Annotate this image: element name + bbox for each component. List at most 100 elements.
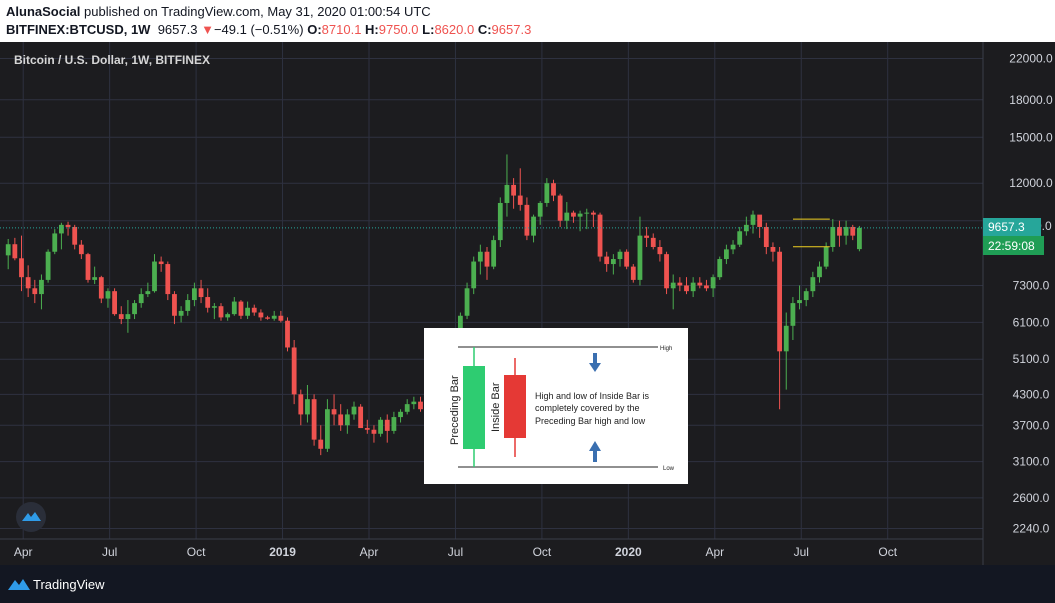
candle xyxy=(837,220,842,247)
candle xyxy=(165,261,171,301)
candle xyxy=(484,247,490,280)
candle-body xyxy=(504,184,510,203)
candle-body xyxy=(650,237,656,248)
candle xyxy=(857,225,862,252)
candle-body xyxy=(557,195,563,221)
explanation-line-2: completely covered by the xyxy=(535,403,640,413)
change-arrow-icon: ▼ xyxy=(201,22,214,37)
candle-body xyxy=(757,214,763,227)
candle-body xyxy=(391,417,397,431)
candle xyxy=(198,279,204,304)
price-axis[interactable]: 22000.0 18000.0 15000.0 12000.0 7300.0 6100.0… xyxy=(1009,52,1053,536)
candle-body xyxy=(477,251,483,262)
chart-area[interactable]: 22000.0 18000.0 15000.0 12000.0 7300.0 6100.0… xyxy=(0,42,1055,565)
candle-body xyxy=(817,266,822,278)
candle xyxy=(52,229,58,255)
candle xyxy=(571,210,576,223)
candle xyxy=(132,300,137,320)
candle xyxy=(471,256,477,295)
candle-body xyxy=(398,411,403,418)
candle-body xyxy=(531,216,536,236)
candle-body xyxy=(471,261,477,289)
x-tick-label: Jul xyxy=(102,545,117,559)
candle-body xyxy=(458,315,463,337)
candle-body xyxy=(717,259,723,278)
candle-body xyxy=(411,401,417,405)
arrow-up-icon xyxy=(589,441,601,462)
candle xyxy=(404,399,410,415)
candle xyxy=(664,251,669,295)
candle-body xyxy=(637,235,643,280)
candle-body xyxy=(604,256,610,265)
candle-body xyxy=(291,347,297,395)
candle xyxy=(378,417,383,437)
publisher-name[interactable]: AlunaSocial xyxy=(6,4,81,19)
close-value: 9657.3 xyxy=(491,22,532,37)
candle xyxy=(305,384,310,423)
candle xyxy=(591,210,596,227)
candle xyxy=(577,210,583,232)
y-tick-label: 15000.0 xyxy=(1009,130,1053,144)
chart-background xyxy=(0,42,1055,565)
y-tick-label: 6100.0 xyxy=(1013,315,1050,329)
time-axis[interactable]: Apr Jul Oct 2019 Apr Jul Oct 2020 Apr Jul Oct xyxy=(14,545,898,559)
candle-body xyxy=(78,244,84,255)
inside-bar-body xyxy=(504,375,526,438)
candle-body xyxy=(25,277,31,289)
candle xyxy=(531,214,536,243)
tradingview-brand[interactable]: TradingView xyxy=(33,577,105,592)
last-price: 9657.3 xyxy=(157,22,198,37)
candle-body xyxy=(803,291,809,301)
candle-body xyxy=(777,251,782,352)
candle xyxy=(39,274,44,310)
candle xyxy=(5,238,11,270)
candle-body xyxy=(364,428,370,430)
timer-badge xyxy=(983,236,1044,255)
candle-body xyxy=(112,291,117,315)
candle-body xyxy=(783,325,789,352)
preceding-bar-label: Preceding Bar xyxy=(449,375,461,445)
y-tick-label: 4300.0 xyxy=(1013,387,1050,401)
y-tick-label: 18000.0 xyxy=(1009,93,1053,107)
candle xyxy=(391,411,397,434)
candle xyxy=(657,240,663,262)
candle xyxy=(783,312,789,390)
candle-body xyxy=(710,277,716,289)
candle-body xyxy=(770,247,776,252)
candle-body xyxy=(318,439,324,449)
tradingview-logo-icon[interactable] xyxy=(8,577,30,591)
candle-body xyxy=(684,285,689,292)
candle-body xyxy=(657,247,663,255)
candle-body xyxy=(564,212,570,221)
preceding-bar-body xyxy=(463,366,485,449)
candle-body xyxy=(837,226,842,236)
candle xyxy=(617,249,623,267)
candle-body xyxy=(830,226,836,248)
candle xyxy=(697,277,703,289)
y-tick-label: 12000.0 xyxy=(1009,176,1053,190)
candle-body xyxy=(670,282,676,289)
low-label: L: xyxy=(422,22,435,37)
candle-body xyxy=(624,251,630,267)
candle-body xyxy=(325,409,330,449)
candle xyxy=(158,256,164,272)
candle xyxy=(830,219,836,252)
candle-body xyxy=(59,224,64,234)
candle-body xyxy=(98,277,104,299)
candle-body xyxy=(517,195,523,205)
candle xyxy=(770,242,776,262)
candle xyxy=(777,247,782,410)
candle-body xyxy=(172,294,177,316)
candle xyxy=(25,265,31,298)
open-value: 8710.1 xyxy=(321,22,362,37)
candle xyxy=(59,222,64,250)
candle-body xyxy=(577,213,583,217)
candle-body xyxy=(597,214,603,257)
candle-body xyxy=(724,249,729,260)
candle xyxy=(743,216,749,236)
legend-title: Bitcoin / U.S. Dollar, 1W, BITFINEX xyxy=(14,53,210,67)
candle xyxy=(624,249,630,270)
candle-body xyxy=(790,303,796,326)
candle xyxy=(630,264,636,283)
candle-body xyxy=(358,406,364,429)
